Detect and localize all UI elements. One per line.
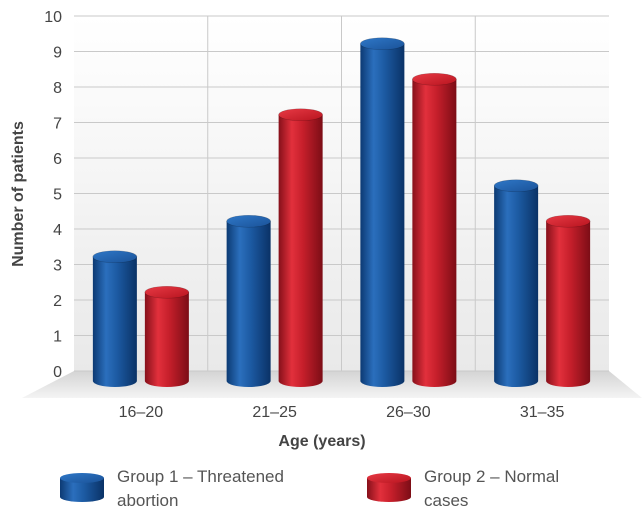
- x-tick-label: 26–30: [386, 404, 431, 421]
- y-tick-label: 1: [53, 329, 62, 346]
- legend-label: Group 1 – Threatened: [117, 467, 284, 486]
- bar-top: [278, 108, 323, 122]
- bars: [92, 37, 591, 387]
- bar-body: [546, 221, 591, 387]
- bar-top: [360, 37, 405, 51]
- legend-swatch-body: [60, 478, 104, 502]
- legend-swatch-body: [367, 478, 411, 502]
- bar-1-16–20: [92, 250, 138, 387]
- y-tick-label: 0: [53, 364, 62, 381]
- bar-1-21–25: [226, 214, 271, 387]
- bar-top: [493, 179, 539, 193]
- y-tick-label: 6: [53, 151, 62, 168]
- legend-label: abortion: [117, 491, 178, 510]
- bar-2-21–25: [278, 108, 323, 387]
- bar-top: [412, 72, 457, 86]
- bar-top: [226, 214, 271, 228]
- y-tick-label: 7: [53, 116, 62, 133]
- bar-1-26–30: [360, 37, 405, 387]
- legend-label: cases: [424, 491, 468, 510]
- bar-top: [92, 250, 138, 264]
- x-tick-label: 31–35: [520, 404, 565, 421]
- legend-item-1: Group 1 – Threatened abortion: [60, 467, 284, 510]
- bar-1-31–35: [493, 179, 539, 387]
- legend-swatch-top: [60, 473, 104, 483]
- bar-body: [278, 114, 323, 387]
- y-tick-label: 5: [53, 187, 62, 204]
- bar-2-16–20: [144, 285, 190, 387]
- bar-2-26–30: [412, 72, 457, 387]
- legend-item-2: Group 2 – Normal cases: [367, 467, 559, 510]
- legend: Group 1 – Threatened abortion Group 2 – No…: [60, 467, 559, 510]
- bar-body: [412, 79, 457, 387]
- legend-swatch: [60, 473, 104, 502]
- bar-top: [144, 285, 190, 299]
- y-tick-label: 4: [53, 222, 62, 239]
- y-tick-label: 9: [53, 45, 62, 62]
- bar-body: [360, 43, 405, 387]
- bar-body: [494, 185, 539, 387]
- y-tick-label: 3: [53, 258, 62, 275]
- bar-body: [144, 292, 189, 387]
- legend-swatch-top: [367, 473, 411, 483]
- x-tick-label: 21–25: [252, 404, 297, 421]
- bar-2-31–35: [545, 214, 591, 387]
- bar-body: [92, 256, 137, 387]
- x-axis-title: Age (years): [278, 433, 365, 450]
- x-axis-ticks: 16–20 21–25 26–30 31–35: [119, 404, 565, 421]
- y-axis-title: Number of patients: [10, 121, 27, 267]
- legend-label: Group 2 – Normal: [424, 467, 559, 486]
- y-tick-label: 10: [44, 9, 62, 26]
- y-axis-ticks: 0 1 2 3 4 5 6 7 8 9 10: [44, 9, 62, 381]
- y-tick-label: 2: [53, 293, 62, 310]
- legend-swatch: [367, 473, 411, 502]
- bar-body: [226, 221, 271, 387]
- bar-top: [545, 214, 591, 228]
- x-tick-label: 16–20: [119, 404, 164, 421]
- y-tick-label: 8: [53, 80, 62, 97]
